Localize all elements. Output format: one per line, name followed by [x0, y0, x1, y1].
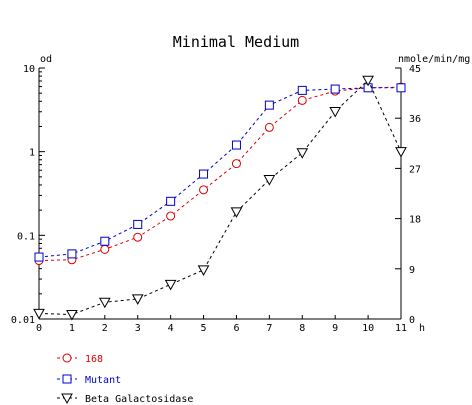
x-tick-label: 9 [332, 323, 338, 334]
data-point [263, 175, 276, 186]
data-point [297, 95, 307, 105]
data-point [395, 147, 407, 158]
x-tick-label: 7 [266, 323, 272, 334]
right-tick-label: 27 [409, 164, 421, 175]
series-layer [33, 75, 407, 321]
data-point [297, 85, 307, 95]
x-tick-label: 4 [168, 323, 174, 334]
legend-marker [61, 393, 73, 405]
x-axis-title: h [419, 323, 425, 334]
data-point [166, 211, 176, 221]
series-1 [34, 83, 406, 262]
left-tick-label: 1 [29, 148, 35, 159]
series-line [38, 79, 402, 316]
right-axis-ticks: 0 9 18 27 36 45 [395, 64, 421, 326]
x-tick-label: 8 [299, 323, 305, 334]
right-axis-title: nmole/min/mg [398, 54, 470, 65]
data-point [131, 294, 144, 305]
legend-item: 168 [57, 353, 103, 365]
right-tick-label: 18 [409, 215, 421, 226]
legend-label: 168 [85, 354, 103, 365]
x-tick-label: 1 [69, 323, 75, 334]
data-point [33, 308, 45, 320]
x-tick-label: 3 [135, 323, 141, 334]
data-point [66, 310, 78, 321]
data-point [231, 159, 241, 169]
left-tick-label: 10 [23, 64, 35, 75]
data-point [230, 207, 243, 218]
series-2 [33, 75, 407, 321]
right-tick-label: 9 [409, 265, 415, 276]
data-point [133, 219, 143, 229]
legend-marker [62, 374, 72, 384]
data-point [67, 249, 77, 259]
x-tick-label: 10 [362, 323, 374, 334]
series-line [38, 86, 402, 262]
x-axis-ticks: 0 1 2 3 4 5 6 7 8 9 10 11 [36, 315, 407, 334]
x-tick-label: 2 [102, 323, 108, 334]
legend-item: Beta Galactosidase [57, 393, 193, 405]
legend-item: Mutant [57, 374, 121, 386]
data-point [166, 196, 176, 206]
series-line [38, 87, 401, 258]
right-tick-label: 0 [409, 315, 415, 326]
left-tick-label: 0.1 [17, 231, 35, 242]
data-point [199, 169, 209, 179]
data-point [264, 122, 274, 132]
x-tick-label: 5 [201, 323, 207, 334]
data-point [197, 265, 210, 276]
data-point [100, 244, 110, 254]
left-tick-label: 0.01 [11, 315, 35, 326]
data-point [164, 279, 177, 291]
data-point [362, 75, 374, 87]
chart-title: Minimal Medium [173, 33, 299, 51]
data-point [133, 232, 143, 242]
left-axis-ticks: 0.01 0.1 1 10 [11, 64, 45, 326]
legend-label: Mutant [85, 375, 121, 386]
data-point [264, 100, 274, 110]
x-tick-label: 0 [36, 323, 42, 334]
data-point [231, 140, 241, 150]
data-point [98, 297, 111, 309]
data-point [100, 236, 110, 246]
data-point [199, 185, 209, 195]
data-point [329, 107, 342, 118]
series-0 [34, 82, 406, 266]
data-point [34, 252, 44, 262]
legend: 168 Mutant Beta Galactosidase [57, 353, 193, 405]
data-point [396, 83, 406, 93]
x-tick-label: 11 [395, 323, 407, 334]
left-axis-title: od [40, 54, 52, 65]
legend-label: Beta Galactosidase [85, 394, 193, 405]
data-point [296, 148, 309, 159]
x-tick-label: 6 [233, 323, 239, 334]
legend-marker [62, 353, 72, 363]
right-tick-label: 36 [409, 114, 421, 125]
right-tick-label: 45 [409, 64, 421, 75]
data-point [330, 84, 340, 94]
